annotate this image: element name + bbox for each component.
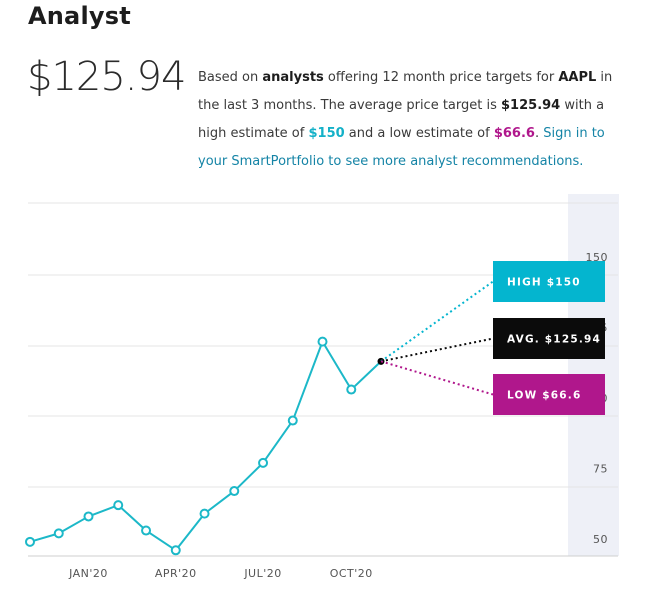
data-point xyxy=(258,457,269,468)
sign-in-link[interactable]: Sign in to your SmartPortfolio to see mo… xyxy=(198,126,605,169)
high-target-box xyxy=(493,261,605,302)
x-tick-label: JAN'20 xyxy=(68,567,108,580)
data-point xyxy=(113,500,124,511)
high-target-dotted-line xyxy=(380,280,494,363)
high-target-label: HIGH $150 xyxy=(507,277,581,289)
data-point xyxy=(346,384,357,395)
data-point xyxy=(287,415,298,426)
summary-text-4: with a high estimate of xyxy=(198,98,605,141)
data-point xyxy=(53,528,64,539)
price-line xyxy=(29,340,382,552)
data-point xyxy=(229,486,240,497)
section-title: Analyst xyxy=(28,2,131,30)
summary-text-1: Based on xyxy=(198,70,263,85)
data-point xyxy=(25,536,35,547)
summary-high: $150 xyxy=(308,126,345,141)
summary-text-2: offering 12 month price targets for xyxy=(323,70,559,85)
summary-text-3: in the last 3 months. The average price … xyxy=(198,70,613,113)
y-tick-label: 150 xyxy=(586,251,609,264)
low-target-label: LOW $66.6 xyxy=(507,390,582,402)
data-point xyxy=(83,511,94,522)
average-price-target: $125.94 xyxy=(27,54,186,100)
y-tick-label: 50 xyxy=(593,533,608,546)
chart-svg: 5075100125150JAN'20APR'20JUL'20OCT'20HIG… xyxy=(25,194,619,580)
low-target-box xyxy=(493,374,605,415)
data-point xyxy=(199,508,210,519)
y-tick-label: 75 xyxy=(593,463,608,476)
average-target-label: AVG. $125.94 xyxy=(507,334,601,346)
low-target-dotted-line xyxy=(380,360,494,396)
x-tick-label: JUL'20 xyxy=(243,567,281,580)
summary-ticker: AAPL xyxy=(558,70,597,85)
average-target-box xyxy=(493,318,605,359)
average-target-dotted-line xyxy=(380,337,494,363)
summary-low: $66.6 xyxy=(493,126,535,141)
data-point xyxy=(317,336,328,347)
price-target-chart: 5075100125150JAN'20APR'20JUL'20OCT'20HIG… xyxy=(0,190,657,594)
data-point xyxy=(141,525,152,536)
summary-text-5: and a low estimate of xyxy=(344,126,494,141)
summary-text-6: . xyxy=(534,126,544,141)
analyst-summary: Based on analysts offering 12 month pric… xyxy=(198,64,618,176)
data-point xyxy=(170,545,181,556)
x-tick-label: APR'20 xyxy=(155,567,197,580)
summary-analysts: analysts xyxy=(262,70,324,85)
summary-average: $125.94 xyxy=(501,98,561,113)
x-tick-label: OCT'20 xyxy=(330,567,373,580)
